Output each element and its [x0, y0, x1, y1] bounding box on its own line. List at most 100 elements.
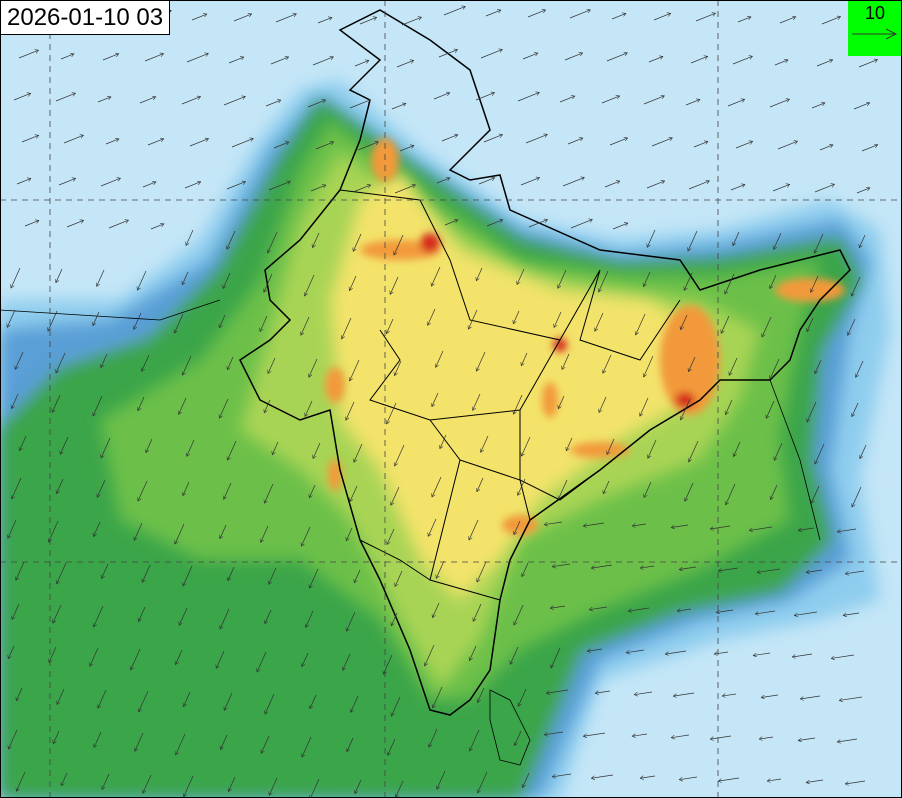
wind-vector-arrow	[432, 392, 439, 407]
wind-vector-arrow	[477, 687, 485, 703]
wind-vector-arrow	[603, 480, 610, 494]
wind-vector-arrow	[831, 654, 855, 658]
wind-vector-arrow	[774, 442, 783, 460]
wind-vector-arrow	[551, 647, 561, 668]
wind-vector-arrow	[223, 272, 231, 289]
wind-vector-arrow	[227, 440, 237, 460]
wind-vector-arrow	[693, 141, 708, 148]
wind-vector-arrow	[264, 399, 271, 413]
india-outline	[239, 9, 851, 716]
wind-vector-arrow	[441, 135, 458, 142]
wind-vector-arrow	[182, 355, 192, 375]
wind-vector-arrow	[733, 231, 740, 246]
wind-vector-arrow	[138, 606, 146, 622]
wind-vector-arrow	[7, 309, 16, 327]
wind-vector-arrow	[566, 437, 573, 451]
wind-vector-arrow	[49, 646, 57, 663]
wind-vector-arrow	[473, 393, 481, 410]
wind-vector-arrow	[138, 396, 145, 411]
wind-vector-arrow	[601, 96, 620, 104]
wind-vector-arrow	[146, 438, 153, 453]
wind-vector-arrow	[90, 647, 99, 666]
wind-vector-arrow	[219, 314, 226, 328]
wind-vector-arrow	[562, 353, 570, 370]
wind-vector-arrow	[525, 134, 547, 144]
wind-vector-arrow	[680, 314, 688, 330]
wind-vector-arrow	[391, 486, 400, 505]
wind-vector-arrow	[852, 402, 859, 417]
wind-vector-arrow	[436, 350, 444, 367]
wind-vector-arrow	[175, 649, 183, 665]
wind-vector-arrow	[359, 17, 377, 25]
wind-vector-arrow	[310, 185, 326, 192]
wind-vector-arrow	[477, 477, 484, 492]
wind-vector-arrow	[269, 777, 278, 795]
wind-vector-arrow	[302, 736, 312, 757]
wind-vector-arrow	[583, 522, 605, 526]
wind-vector-arrow	[653, 13, 671, 21]
wind-vector-arrow	[552, 773, 572, 777]
wind-vector-arrow	[342, 317, 352, 339]
wind-vector-arrow	[651, 138, 672, 147]
wind-vector-arrow	[677, 609, 692, 611]
wind-vector-arrow	[634, 691, 653, 695]
wind-vector-arrow	[684, 272, 693, 290]
wind-vector-arrow	[131, 648, 141, 670]
wind-vector-arrow	[101, 437, 111, 458]
wind-vector-arrow	[753, 652, 771, 656]
wind-vector-arrow	[792, 653, 813, 657]
wind-vector-arrow	[755, 610, 776, 614]
wind-vector-arrow	[182, 271, 189, 285]
wind-vector-arrow	[233, 14, 252, 22]
wind-vector-arrow	[143, 774, 152, 793]
wind-vector-arrow	[189, 139, 209, 147]
wind-vector-arrow	[640, 776, 656, 778]
wind-vector-arrow	[725, 399, 733, 415]
wind-vector-arrow	[729, 357, 738, 375]
wind-vector-arrow	[486, 220, 503, 227]
wind-vector-arrow	[626, 649, 645, 653]
wind-vector-arrow	[394, 234, 404, 255]
wind-vector-arrow	[16, 178, 31, 185]
wind-vector-arrow	[839, 696, 863, 700]
wind-vector-arrow	[343, 653, 351, 670]
wind-vector-arrow	[469, 519, 479, 540]
wind-vector-arrow	[570, 219, 592, 229]
wind-vector-arrow	[305, 400, 313, 417]
wind-vector-arrow	[390, 276, 399, 294]
wind-vector-arrow	[355, 779, 362, 794]
wind-vector-arrow	[139, 97, 156, 104]
wind-vector-arrow	[24, 220, 39, 227]
wind-vector-arrow	[606, 53, 627, 62]
wind-vector-arrow	[595, 312, 604, 331]
wind-vector-arrow	[714, 652, 729, 654]
wind-vector-arrow	[53, 604, 62, 623]
wind-vector-arrow	[351, 695, 359, 712]
wind-vector-arrow	[628, 607, 650, 611]
wind-vector-arrow	[609, 138, 628, 146]
wind-vector-arrow	[387, 528, 395, 545]
wind-vector-arrow	[815, 359, 822, 374]
wind-vector-arrow	[186, 53, 208, 63]
wind-vector-arrow	[481, 435, 489, 452]
wind-vector-arrow	[558, 395, 565, 409]
wind-vector-arrow	[57, 562, 67, 584]
wind-vector-arrow	[184, 182, 201, 189]
wind-vector-arrow	[798, 527, 815, 530]
wind-vector-arrow	[859, 234, 866, 248]
wind-vector-arrow	[443, 6, 465, 16]
wind-vector-arrow	[860, 444, 867, 459]
wind-vector-arrow	[183, 481, 190, 496]
wind-vector-arrow	[310, 778, 320, 798]
wind-vector-arrow	[312, 232, 320, 248]
wind-vector-arrow	[679, 776, 698, 780]
wind-vector-arrow	[759, 737, 774, 739]
wind-vector-arrow	[735, 141, 753, 149]
wind-vector-arrow	[16, 771, 26, 791]
wind-vector-arrow	[56, 268, 63, 283]
wind-vector-arrow	[179, 607, 188, 625]
wind-vector-arrow	[302, 652, 309, 667]
wind-vector-arrow	[695, 13, 715, 22]
wind-vector-arrow	[567, 138, 583, 145]
